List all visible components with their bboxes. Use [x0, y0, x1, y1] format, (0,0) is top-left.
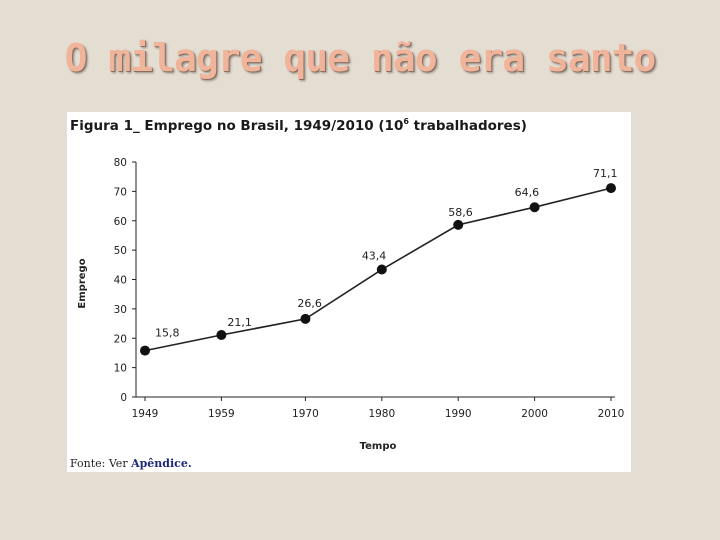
data-point: [376, 264, 387, 275]
x-axis-title: Tempo: [360, 441, 397, 452]
source-appendix-link[interactable]: Apêndice.: [131, 457, 192, 470]
data-label: 26,6: [297, 297, 322, 310]
y-tick-label: 80: [114, 157, 127, 169]
x-tick-label: 2000: [521, 408, 548, 420]
data-point: [606, 183, 616, 194]
y-axis: 0 10 20 30 40 50 60 70 80: [114, 157, 137, 404]
figure-title-end: trabalhadores): [408, 118, 527, 134]
data-point: [140, 345, 150, 356]
data-point: [300, 313, 311, 324]
x-tick-label: 1970: [292, 408, 319, 420]
data-point: [529, 202, 540, 213]
figure-title-exponent: 6: [403, 117, 409, 126]
data-label: 71,1: [593, 167, 618, 180]
figure-title: Figura 1_ Emprego no Brasil, 1949/2010 (…: [70, 117, 527, 134]
source-prefix: Fonte: Ver: [70, 457, 132, 470]
series-employment: 15,8 21,1 26,6 43,4 58,6 64,6 71,1: [140, 167, 618, 356]
x-tick-label: 1949: [132, 408, 159, 420]
x-axis: 1949 1959 1970 1980 1990 2000 2010: [132, 396, 625, 420]
y-tick-label: 60: [114, 216, 127, 228]
slide-title: O milagre que não era santo: [64, 36, 657, 80]
y-tick-label: 50: [114, 245, 127, 257]
y-axis-title: Emprego: [77, 258, 88, 308]
x-tick-label: 2010: [598, 408, 625, 420]
data-point: [453, 219, 464, 230]
data-label: 15,8: [155, 327, 180, 340]
y-tick-label: 30: [114, 304, 127, 316]
data-label: 64,6: [515, 186, 540, 199]
y-tick-label: 70: [114, 186, 127, 198]
data-label: 43,4: [362, 250, 387, 263]
x-tick-label: 1980: [368, 408, 395, 420]
x-tick-label: 1990: [445, 408, 472, 420]
figure-title-main: Figura 1_ Emprego no Brasil, 1949/2010 (…: [70, 118, 404, 134]
data-point: [216, 330, 227, 341]
x-tick-label: 1959: [208, 408, 235, 420]
y-tick-label: 40: [114, 275, 127, 287]
figure-panel: Figura 1_ Emprego no Brasil, 1949/2010 (…: [67, 112, 631, 472]
y-tick-label: 10: [114, 363, 127, 375]
data-label: 21,1: [227, 316, 252, 329]
y-tick-label: 20: [114, 333, 127, 345]
data-label: 58,6: [448, 206, 473, 219]
figure-source: Fonte: Ver Apêndice.: [70, 457, 192, 470]
employment-line-chart: 0 10 20 30 40 50 60 70 80 1949 1959 1970 1980 1990 20…: [77, 157, 625, 452]
y-tick-label: 0: [120, 392, 127, 404]
